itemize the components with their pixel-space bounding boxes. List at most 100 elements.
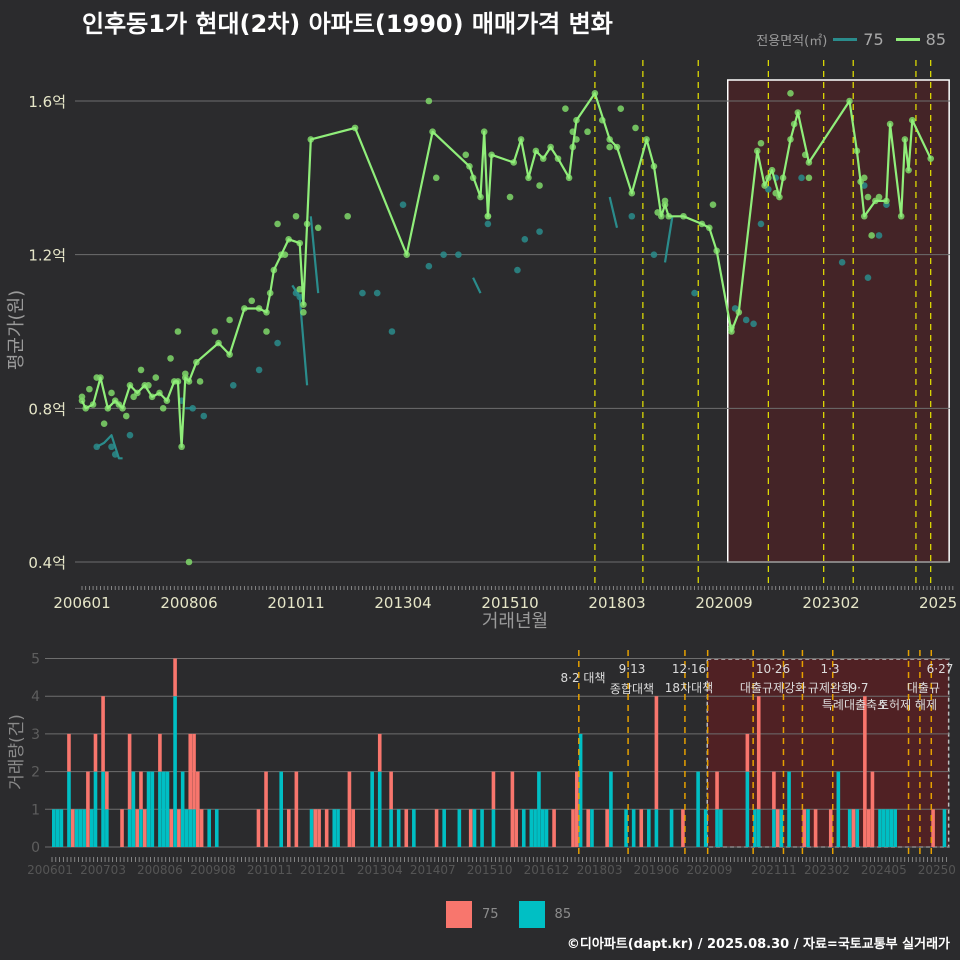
x-tick-label-bar: 202111 [751, 863, 797, 877]
data-point-75 [455, 251, 462, 258]
bar-85 [332, 809, 337, 847]
y-tick-label-bar: 3 [31, 727, 40, 743]
x-tick-label-bar: 200806 [137, 863, 183, 877]
bar-85 [89, 809, 94, 847]
data-point-85 [344, 212, 351, 220]
bar-85 [654, 809, 659, 847]
bar-75 [377, 733, 382, 772]
data-point-75 [200, 412, 208, 420]
data-point-85 [632, 124, 639, 132]
data-point-75 [274, 339, 281, 347]
bar-75 [863, 696, 867, 847]
bar-75 [86, 771, 90, 847]
bar-75 [775, 809, 780, 847]
policy-date: 9·7 [849, 681, 868, 695]
data-point-85 [100, 420, 108, 428]
data-point-75 [536, 228, 543, 235]
bar-85 [165, 771, 170, 847]
bar-75 [177, 809, 181, 847]
bar-75 [294, 771, 299, 847]
data-point-75 [650, 251, 658, 258]
data-point-85 [300, 308, 307, 316]
bar-75 [639, 809, 644, 847]
bar-85 [59, 809, 64, 847]
data-point-85 [536, 182, 543, 189]
bar-85 [703, 809, 708, 847]
data-point-85 [86, 385, 93, 393]
bar-85 [74, 809, 79, 847]
bar-legend: 75 85 [446, 901, 571, 928]
bar-85 [442, 809, 446, 847]
x-tick-label-bar: 201906 [633, 863, 679, 877]
bar-75 [120, 809, 124, 847]
data-point-85 [122, 412, 130, 420]
y-tick-label-bar: 4 [31, 689, 40, 705]
bar-85 [127, 809, 132, 847]
series-line-75 [608, 196, 619, 229]
x-tick-label-bar: 201510 [467, 863, 513, 877]
bar-75 [158, 733, 162, 772]
x-tick-label-main: 2025 [919, 594, 957, 612]
bar-75 [196, 771, 200, 847]
bar-85 [67, 771, 71, 847]
bar-85 [161, 771, 166, 847]
data-point-75 [359, 289, 366, 297]
bar-75 [142, 809, 147, 847]
data-point-75 [514, 266, 521, 274]
bar-85 [544, 809, 549, 847]
bar-85 [139, 809, 143, 847]
bar-85 [336, 809, 340, 847]
bar-85 [855, 809, 860, 847]
bar-75 [870, 771, 875, 847]
y-tick-label-bar: 1 [31, 802, 40, 818]
data-point-75 [399, 201, 407, 209]
bar-75 [851, 809, 856, 847]
bar-75 [188, 733, 193, 810]
bar-85 [745, 771, 750, 847]
data-point-75 [440, 251, 447, 258]
x-tick-label-main: 201304 [374, 594, 431, 612]
data-point-85 [606, 143, 613, 151]
bar-85 [52, 809, 56, 847]
data-point-75 [126, 431, 134, 439]
data-point-85 [152, 374, 160, 381]
bar-75 [70, 809, 75, 847]
bar-85 [878, 809, 882, 847]
bar-85 [55, 809, 60, 847]
x-tick-label-bar: 201407 [410, 863, 456, 877]
bar-75 [173, 658, 177, 697]
bar-85 [180, 771, 185, 847]
data-point-85 [506, 193, 514, 201]
data-point-75 [750, 320, 757, 328]
bar-75 [772, 771, 776, 810]
data-point-75 [742, 316, 750, 324]
bar-75 [514, 809, 518, 847]
policy-date: 1·3 [820, 662, 839, 676]
bar-75 [256, 809, 261, 847]
bar-75 [586, 809, 590, 847]
bar-75 [681, 809, 685, 847]
y-tick-label-bar: 0 [31, 840, 40, 856]
bar-85 [578, 733, 583, 847]
bar-85 [889, 809, 894, 847]
bar-75 [389, 771, 393, 810]
x-tick-label-main: 202009 [695, 594, 752, 612]
policy-date: 6·27 [927, 662, 954, 676]
bar-75 [169, 809, 174, 847]
data-point-85 [864, 193, 872, 201]
bar-75 [571, 809, 575, 847]
y-tick-label-bar: 2 [31, 765, 40, 781]
bar-75 [67, 733, 71, 772]
bar-75 [199, 809, 204, 847]
data-point-75 [757, 220, 765, 228]
bar-85 [188, 809, 193, 847]
bar-85 [173, 696, 177, 847]
bar-85 [836, 771, 841, 847]
data-point-85 [584, 128, 591, 136]
bar-85 [370, 771, 374, 847]
bar-85 [389, 809, 393, 847]
series-line-85 [81, 92, 932, 448]
bar-85 [309, 809, 314, 847]
bar-75 [931, 809, 935, 847]
bar-legend-label-75: 75 [482, 907, 499, 922]
